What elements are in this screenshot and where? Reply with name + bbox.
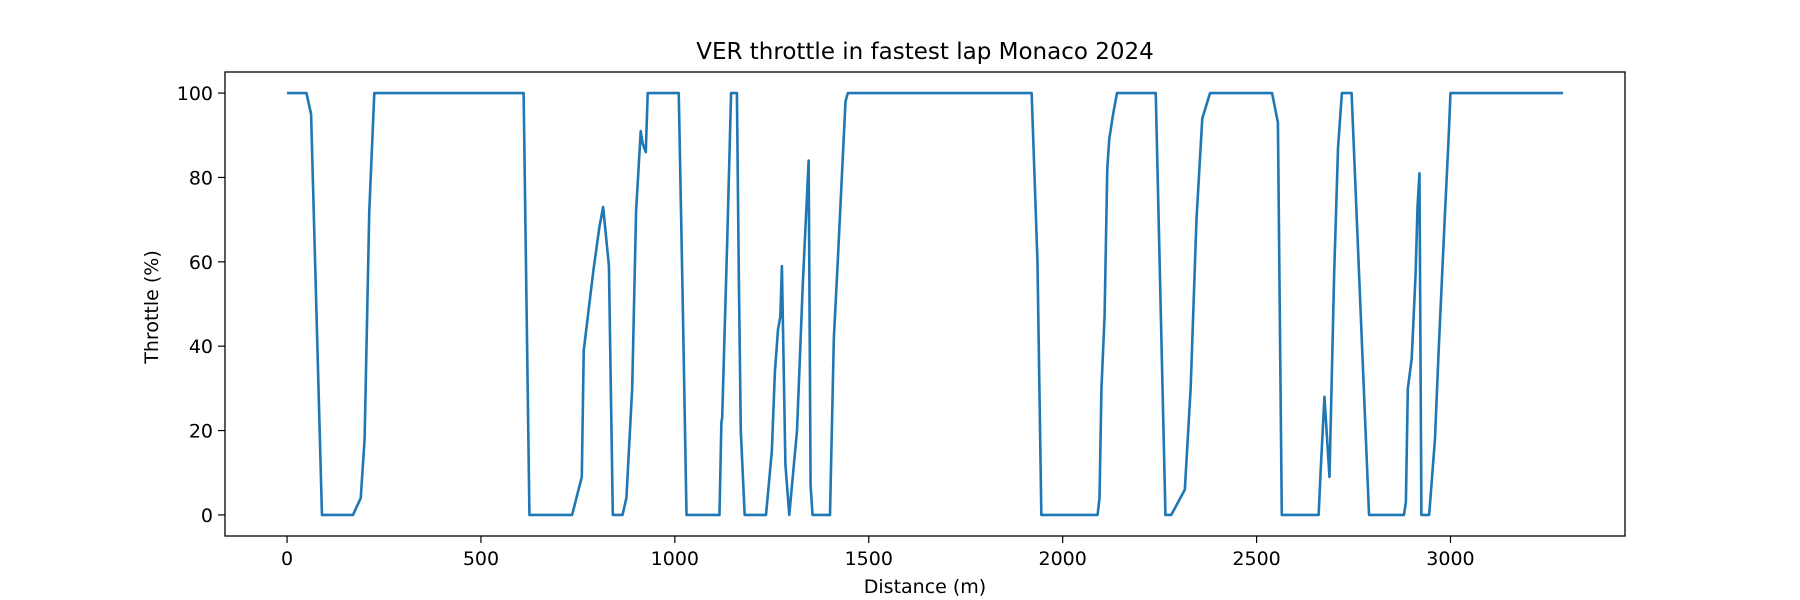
throttle-series-line — [287, 91, 1563, 517]
x-axis: 0 500 1000 1500 2000 2500 3000 — [281, 536, 1475, 570]
y-axis: 0 20 40 60 80 100 — [177, 83, 225, 527]
chart-title: VER throttle in fastest lap Monaco 2024 — [696, 39, 1154, 65]
x-tick-label: 1000 — [651, 548, 699, 570]
y-tick-label: 40 — [189, 336, 213, 358]
plot-area — [224, 71, 1626, 537]
y-tick-label: 100 — [177, 83, 213, 105]
y-tick-label: 60 — [189, 252, 213, 274]
y-axis-label: Throttle (%) — [141, 250, 163, 364]
x-tick-label: 1500 — [845, 548, 893, 570]
x-tick-label: 2500 — [1232, 548, 1280, 570]
y-tick-label: 0 — [201, 505, 213, 527]
x-tick-label: 2000 — [1038, 548, 1086, 570]
x-tick-label: 3000 — [1426, 548, 1474, 570]
x-tick-label: 0 — [281, 548, 293, 570]
y-tick-label: 20 — [189, 421, 213, 443]
x-tick-label: 500 — [463, 548, 499, 570]
plot-frame — [224, 71, 1626, 537]
y-tick-label: 80 — [189, 167, 213, 189]
x-axis-label: Distance (m) — [864, 576, 986, 598]
